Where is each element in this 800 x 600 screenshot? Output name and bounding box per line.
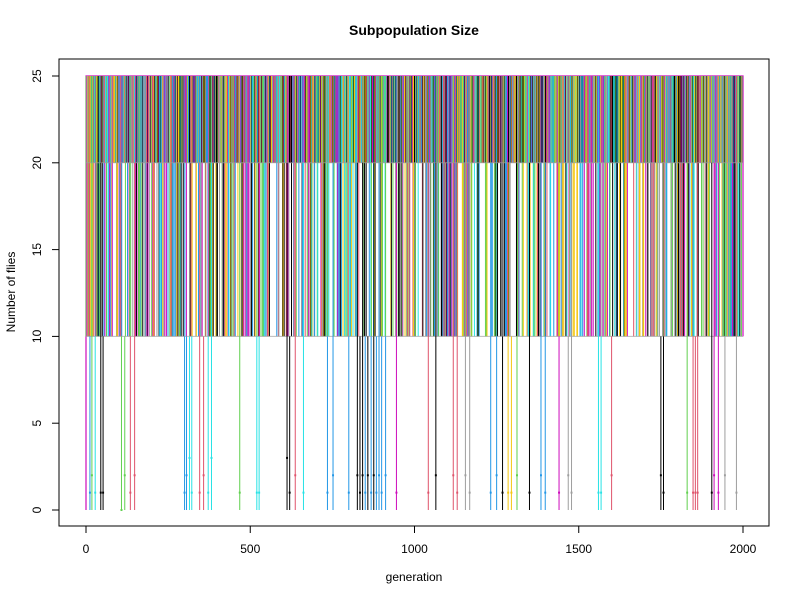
- x-axis-label: generation: [386, 570, 443, 584]
- series-layer: [85, 75, 744, 511]
- y-tick-label: 15: [30, 243, 44, 257]
- plot-frame: [58, 58, 770, 527]
- x-tick-label: 0: [83, 542, 90, 556]
- x-tick-label: 1000: [401, 542, 428, 556]
- y-tick-label: 10: [30, 329, 44, 343]
- chart-title: Subpopulation Size: [349, 22, 479, 38]
- x-tick-label: 1500: [565, 542, 592, 556]
- y-tick-label: 20: [30, 156, 44, 170]
- x-tick-label: 500: [240, 542, 260, 556]
- y-tick-label: 5: [30, 420, 44, 427]
- y-tick-label: 0: [30, 506, 44, 513]
- y-tick-label: 25: [30, 69, 44, 83]
- y-axis-label: Number of flies: [4, 252, 18, 333]
- x-tick-label: 2000: [730, 542, 757, 556]
